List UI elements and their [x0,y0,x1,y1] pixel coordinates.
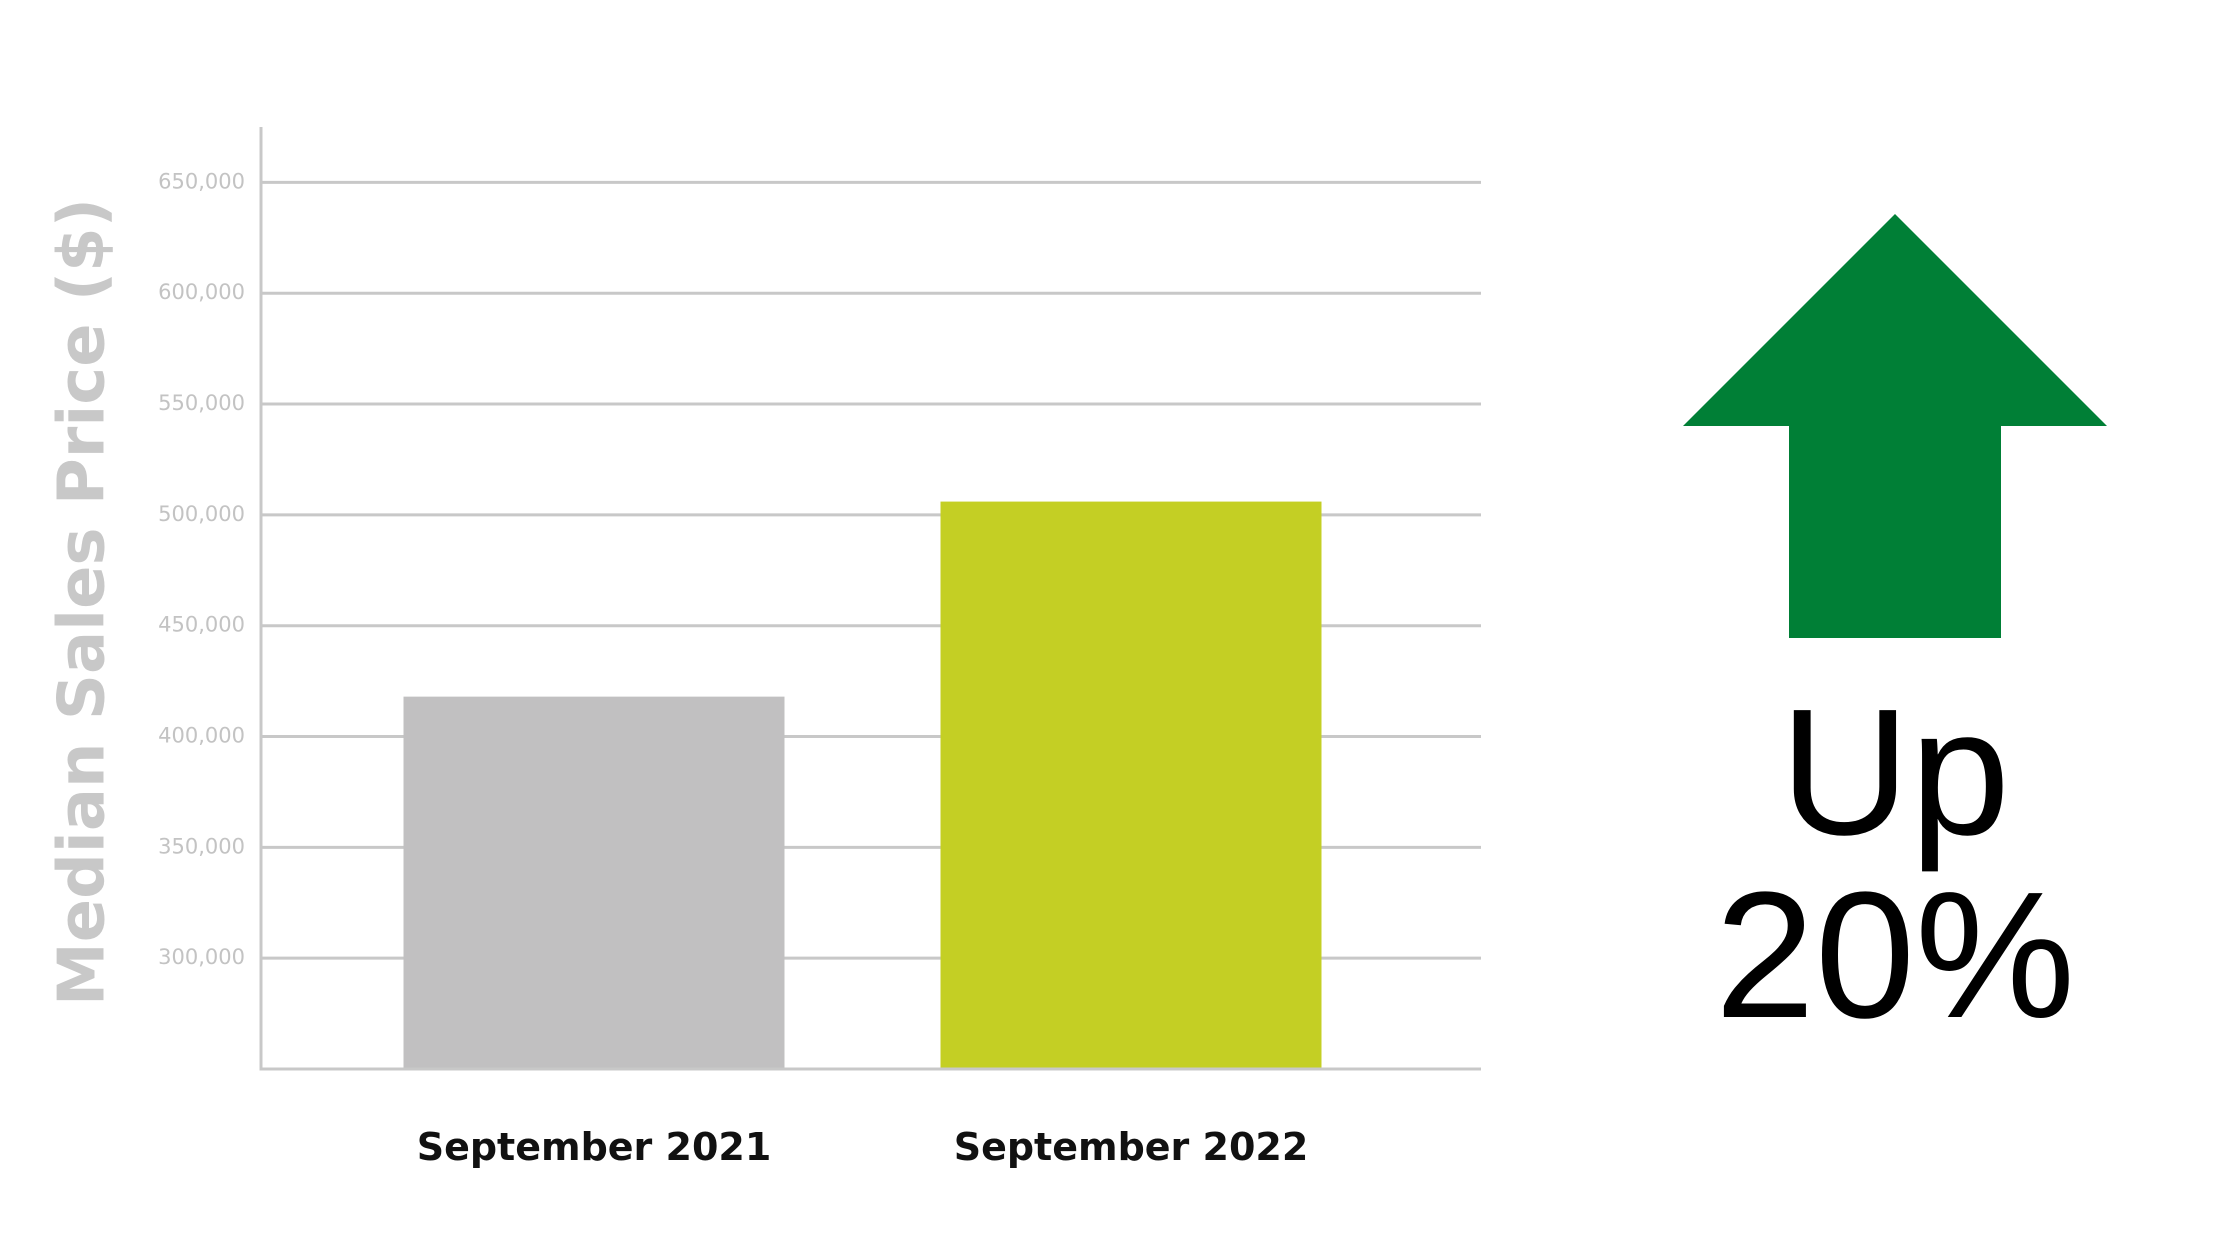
y-tick-label: 650,000 [158,169,245,193]
x-tick-label: September 2021 [417,1125,772,1169]
y-tick-label: 450,000 [158,613,245,637]
y-tick-label: 300,000 [158,945,245,969]
y-tick-label: 400,000 [158,724,245,748]
bar [403,696,785,1069]
y-tick-label: 600,000 [158,280,245,304]
bar [940,501,1322,1070]
annotation: Up [1780,672,2010,873]
y-axis-label: Median Sales Price ($) [46,198,120,1006]
y-tick-label: 500,000 [158,502,245,526]
y-tick-label: 550,000 [158,391,245,415]
y-tick-label: 350,000 [158,834,245,858]
up-arrow [1683,214,2107,638]
annotation: 20% [1715,855,2075,1056]
x-tick-label: September 2022 [954,1125,1309,1169]
